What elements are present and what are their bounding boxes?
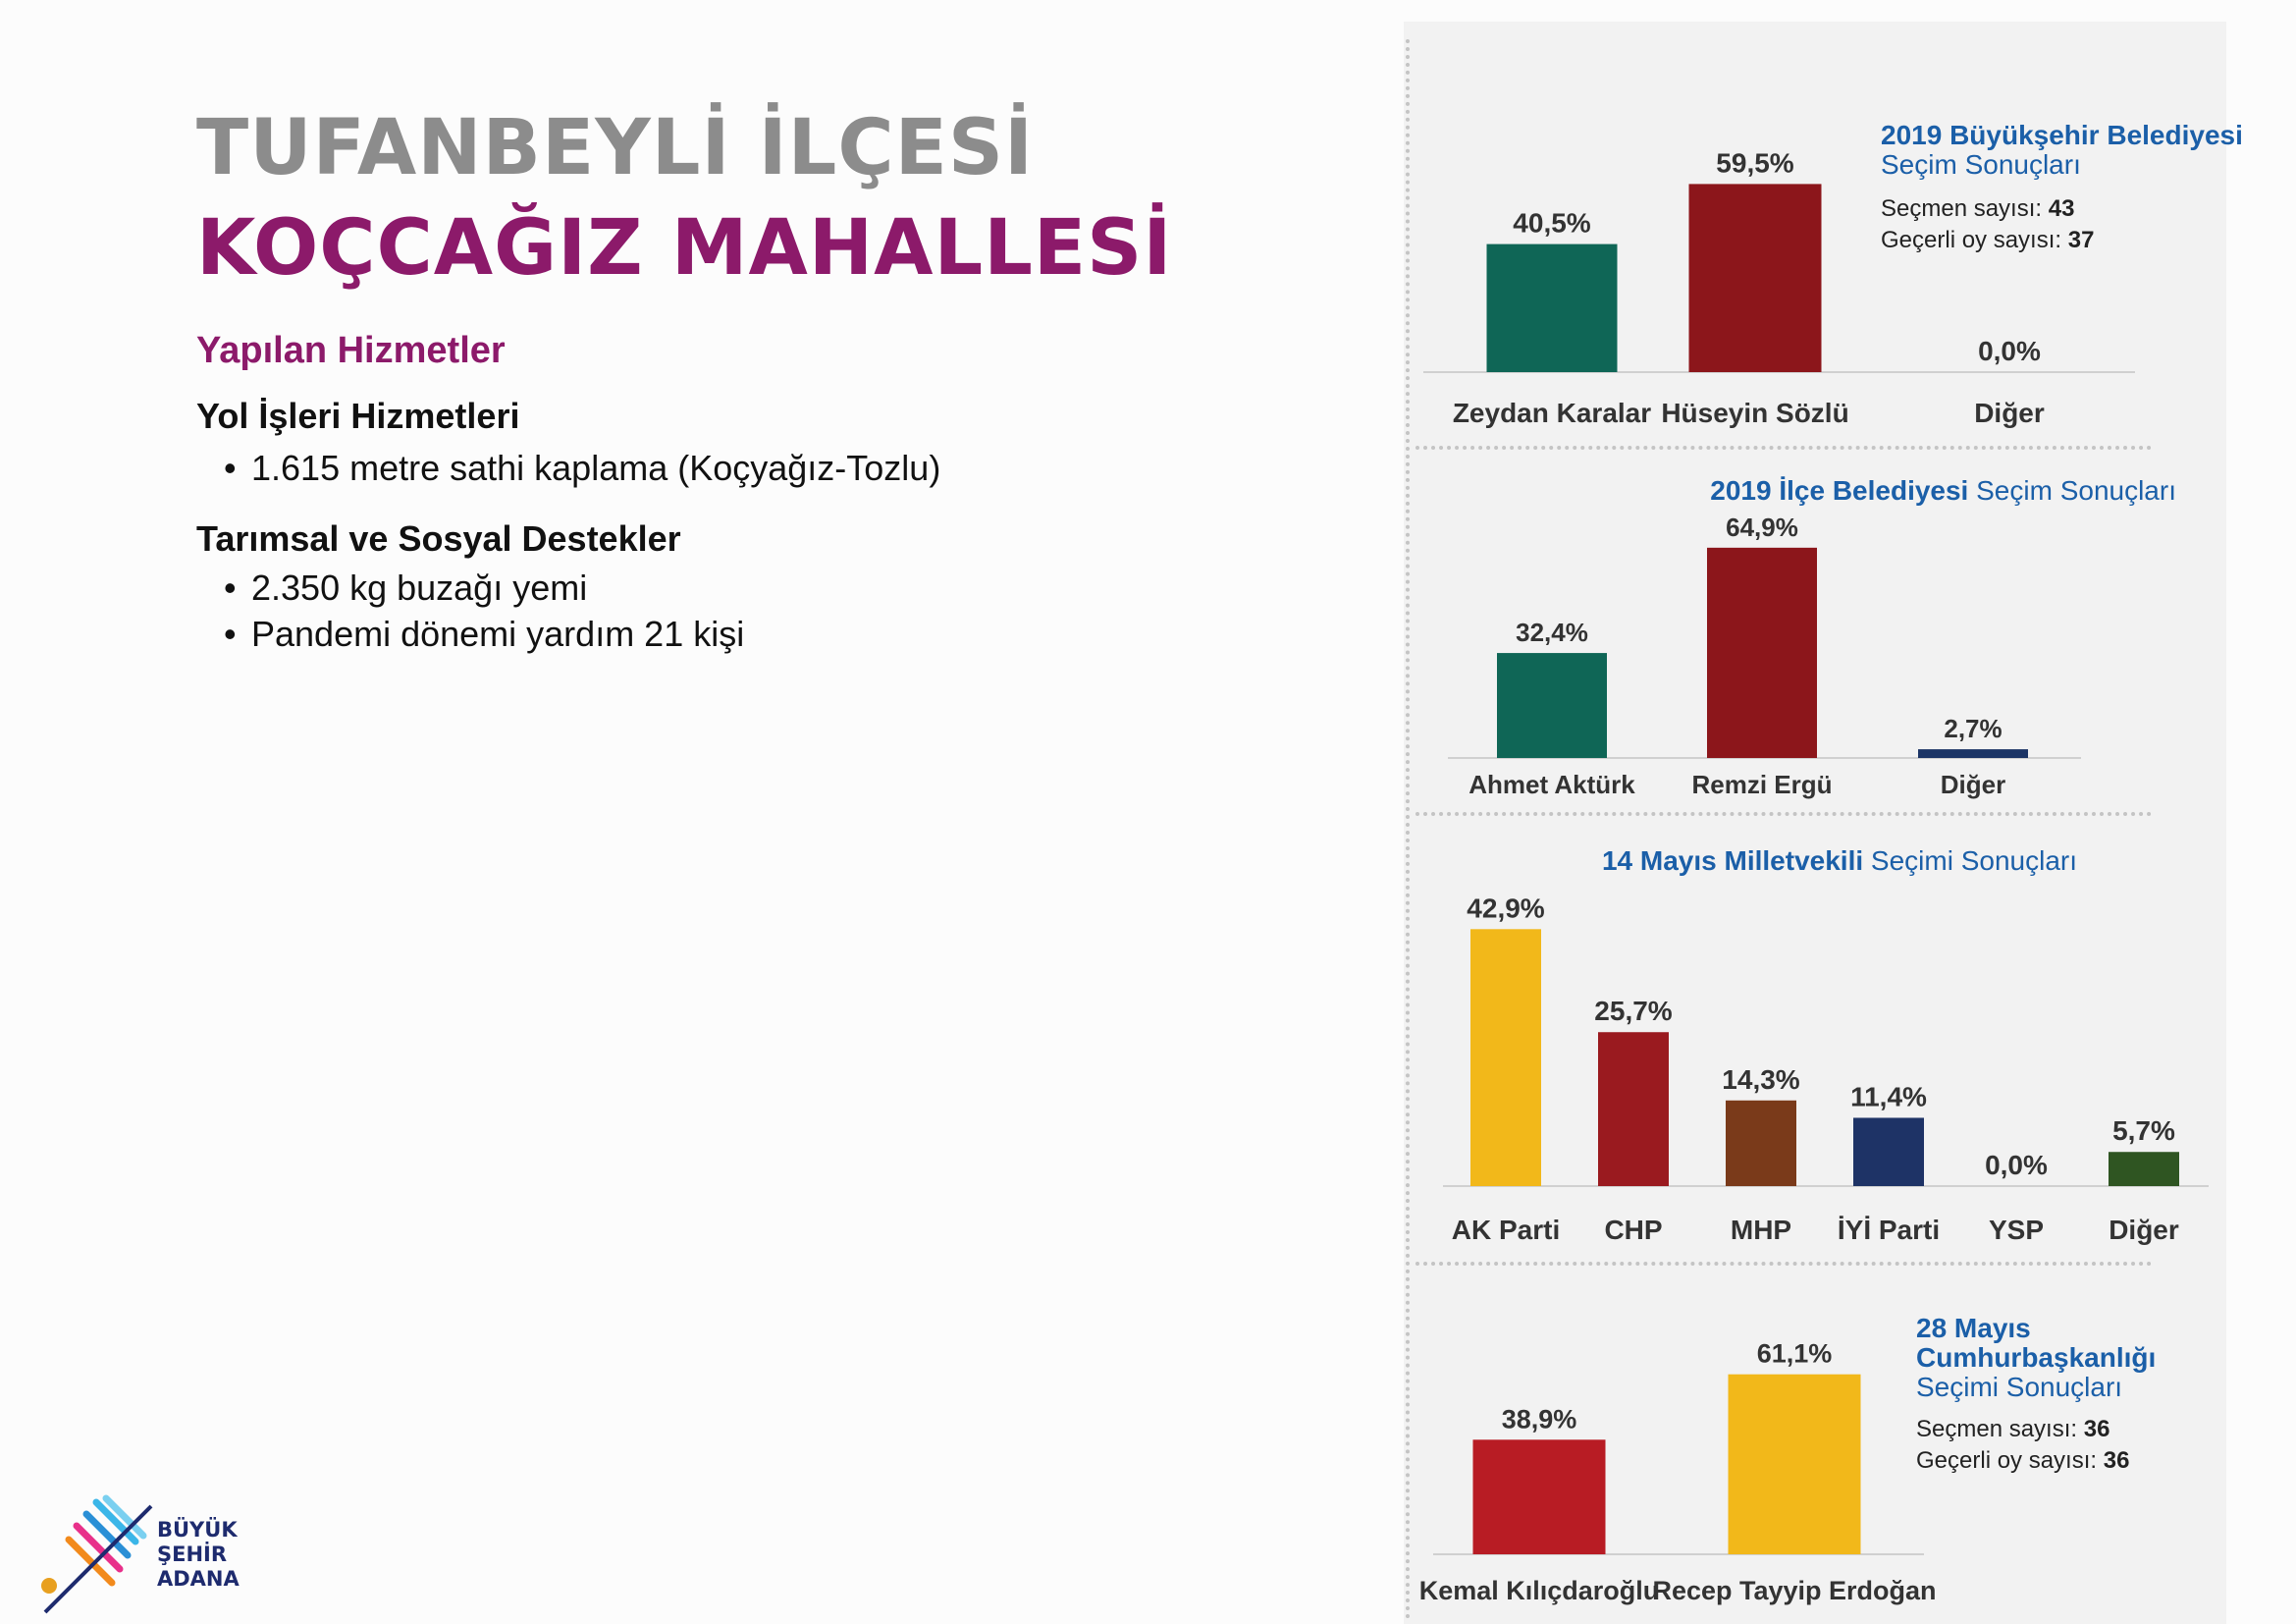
service-item-text: 2.350 kg buzağı yemi	[251, 568, 588, 608]
service-item-text: Pandemi dönemi yardım 21 kişi	[251, 614, 745, 654]
neighborhood-title: KOÇCAĞIZ MAHALLESİ	[196, 204, 1173, 293]
services-heading: Yapılan Hizmetler	[196, 330, 506, 371]
panel-divider	[1415, 1262, 2152, 1266]
service-item-text: 1.615 metre sathi kaplama (Koçyağız-Tozl…	[251, 448, 941, 488]
bullet-icon: •	[224, 448, 237, 488]
panel-divider	[1415, 446, 2152, 450]
panel-divider-vertical	[1406, 39, 1410, 1620]
service-item: • 2.350 kg buzağı yemi	[224, 568, 587, 609]
logo-line: BÜYÜK	[157, 1518, 238, 1542]
district-title: TUFANBEYLİ İLÇESİ	[196, 104, 1035, 192]
service-item: • Pandemi dönemi yardım 21 kişi	[224, 614, 744, 655]
service-group-title: Yol İşleri Hizmetleri	[196, 396, 520, 436]
seal-icon	[41, 1578, 57, 1594]
bullet-icon: •	[224, 614, 237, 654]
logo-text: BÜYÜK ŞEHİR ADANA	[157, 1518, 240, 1592]
bullet-icon: •	[224, 568, 237, 608]
logo-line: ADANA	[157, 1567, 240, 1591]
service-item: • 1.615 metre sathi kaplama (Koçyağız-Toz…	[224, 448, 940, 489]
results-panel	[1404, 22, 2226, 1624]
service-group-title: Tarımsal ve Sosyal Destekler	[196, 518, 681, 559]
panel-divider	[1415, 812, 2152, 816]
left-content: TUFANBEYLİ İLÇESİ KOÇCAĞIZ MAHALLESİ Yap…	[196, 104, 1173, 655]
buyuksehir-adana-logo	[41, 1494, 153, 1614]
logo-line: ŞEHİR	[157, 1543, 228, 1566]
